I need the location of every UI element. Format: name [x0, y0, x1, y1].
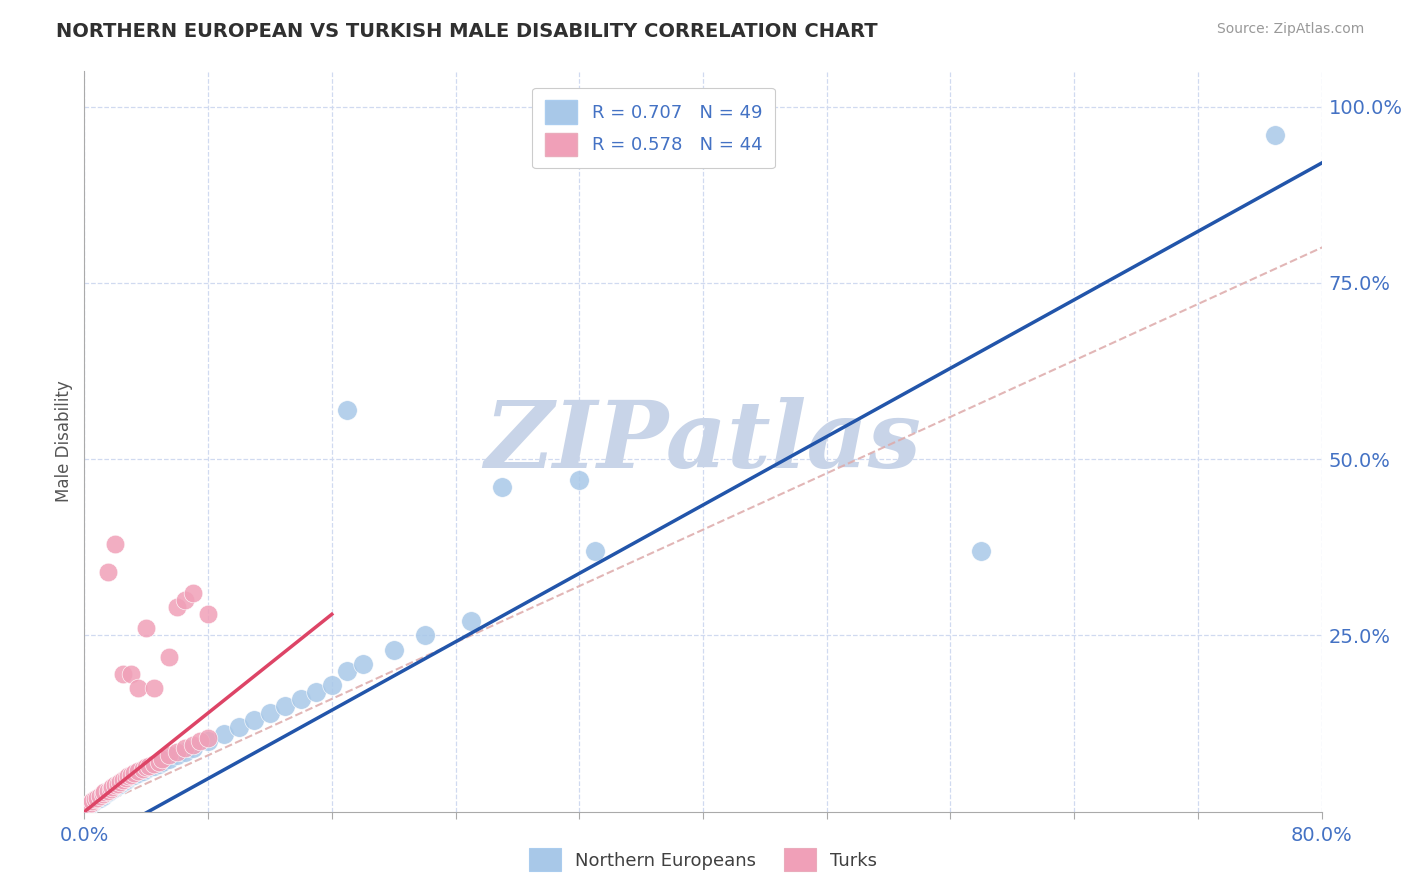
Point — [174, 745, 197, 759]
Point — [138, 760, 160, 774]
Point — [127, 764, 149, 778]
Point — [143, 756, 166, 771]
Point — [181, 586, 204, 600]
Point — [243, 713, 266, 727]
Point — [96, 783, 118, 797]
Point — [79, 797, 101, 811]
Point — [259, 706, 281, 720]
Text: Source: ZipAtlas.com: Source: ZipAtlas.com — [1216, 22, 1364, 37]
Point — [197, 607, 219, 622]
Point — [138, 759, 160, 773]
Point — [290, 692, 312, 706]
Point — [104, 780, 127, 794]
Point — [148, 756, 170, 771]
Point — [174, 593, 197, 607]
Point — [159, 649, 180, 664]
Point — [108, 776, 131, 790]
Point — [305, 685, 328, 699]
Point — [107, 776, 129, 790]
Y-axis label: Male Disability: Male Disability — [55, 381, 73, 502]
Point — [127, 681, 149, 696]
Point — [143, 681, 166, 696]
Point — [970, 544, 993, 558]
Point — [82, 797, 104, 811]
Point — [84, 792, 107, 806]
Point — [321, 678, 343, 692]
Legend: R = 0.707   N = 49, R = 0.578   N = 44: R = 0.707 N = 49, R = 0.578 N = 44 — [531, 87, 775, 169]
Point — [491, 480, 513, 494]
Point — [336, 664, 359, 678]
Point — [107, 778, 129, 792]
Point — [91, 789, 114, 804]
Point — [108, 775, 131, 789]
Point — [112, 775, 135, 789]
Point — [91, 787, 114, 801]
Point — [413, 628, 436, 642]
Point — [86, 792, 108, 806]
Point — [115, 771, 138, 785]
Point — [274, 698, 297, 713]
Point — [212, 727, 235, 741]
Point — [135, 763, 157, 777]
Point — [174, 741, 197, 756]
Point — [77, 797, 100, 812]
Point — [460, 615, 482, 629]
Point — [100, 782, 122, 797]
Point — [181, 741, 204, 756]
Point — [76, 799, 98, 814]
Text: NORTHERN EUROPEAN VS TURKISH MALE DISABILITY CORRELATION CHART: NORTHERN EUROPEAN VS TURKISH MALE DISABI… — [56, 22, 877, 41]
Point — [112, 772, 135, 787]
Point — [166, 745, 188, 759]
Point — [150, 756, 173, 770]
Point — [122, 766, 145, 780]
Point — [150, 752, 173, 766]
Point — [115, 772, 138, 787]
Point — [148, 756, 170, 770]
Point — [86, 790, 108, 805]
Point — [117, 769, 139, 783]
Point — [159, 752, 180, 766]
Point — [135, 621, 157, 635]
Point — [132, 764, 155, 778]
Point — [89, 789, 111, 804]
Point — [112, 667, 135, 681]
Point — [336, 402, 359, 417]
Point — [122, 768, 145, 782]
Point — [120, 667, 142, 681]
Text: ZIPatlas: ZIPatlas — [485, 397, 921, 486]
Point — [159, 748, 180, 763]
Point — [93, 785, 115, 799]
Point — [352, 657, 374, 671]
Point — [101, 782, 124, 797]
Point — [166, 600, 188, 615]
Point — [568, 473, 591, 487]
Legend: Northern Europeans, Turks: Northern Europeans, Turks — [522, 841, 884, 879]
Point — [197, 734, 219, 748]
Point — [188, 734, 211, 748]
Point — [120, 769, 142, 783]
Point — [93, 787, 115, 801]
Point — [104, 778, 127, 792]
Point — [132, 763, 155, 777]
Point — [127, 766, 149, 780]
Point — [82, 794, 104, 808]
Point — [120, 768, 142, 782]
Point — [101, 780, 124, 794]
Point — [98, 783, 121, 797]
Point — [83, 794, 105, 808]
Point — [89, 790, 111, 805]
Point — [583, 544, 606, 558]
Point — [96, 565, 118, 579]
Point — [104, 537, 127, 551]
Point — [1264, 128, 1286, 142]
Point — [143, 759, 166, 773]
Point — [197, 731, 219, 745]
Point — [96, 785, 118, 799]
Point — [117, 771, 139, 785]
Point — [135, 760, 157, 774]
Point — [382, 642, 405, 657]
Point — [181, 738, 204, 752]
Point — [166, 748, 188, 763]
Point — [228, 720, 250, 734]
